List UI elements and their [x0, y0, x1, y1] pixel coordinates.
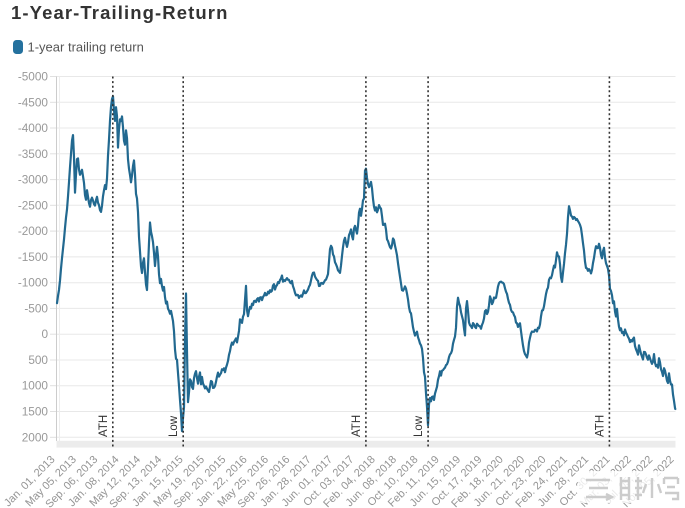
svg-text:-5000: -5000: [18, 70, 49, 84]
svg-text:1000: 1000: [22, 379, 49, 393]
svg-text:-2000: -2000: [18, 224, 49, 238]
svg-text:-3500: -3500: [18, 147, 49, 161]
svg-text:-500: -500: [24, 301, 48, 315]
svg-text:0: 0: [41, 327, 48, 341]
svg-text:ATH: ATH: [98, 415, 110, 437]
svg-text:ATH: ATH: [351, 415, 363, 437]
svg-text:1-Year-Trailing-Return: 1-Year-Trailing-Return: [11, 2, 228, 23]
svg-text:-4500: -4500: [18, 95, 49, 109]
svg-text:-4000: -4000: [18, 121, 49, 135]
svg-text:2000: 2000: [22, 430, 49, 444]
svg-text:1-year trailing return: 1-year trailing return: [28, 40, 144, 55]
svg-text:-2500: -2500: [18, 198, 49, 212]
svg-text:Low: Low: [168, 415, 180, 437]
svg-text:500: 500: [28, 353, 48, 367]
svg-text:Low: Low: [413, 415, 425, 437]
svg-text:-3000: -3000: [18, 173, 49, 187]
svg-text:-1000: -1000: [18, 276, 49, 290]
svg-text:1500: 1500: [22, 405, 49, 419]
svg-text:ATH: ATH: [594, 415, 606, 437]
svg-text:-1500: -1500: [18, 250, 49, 264]
